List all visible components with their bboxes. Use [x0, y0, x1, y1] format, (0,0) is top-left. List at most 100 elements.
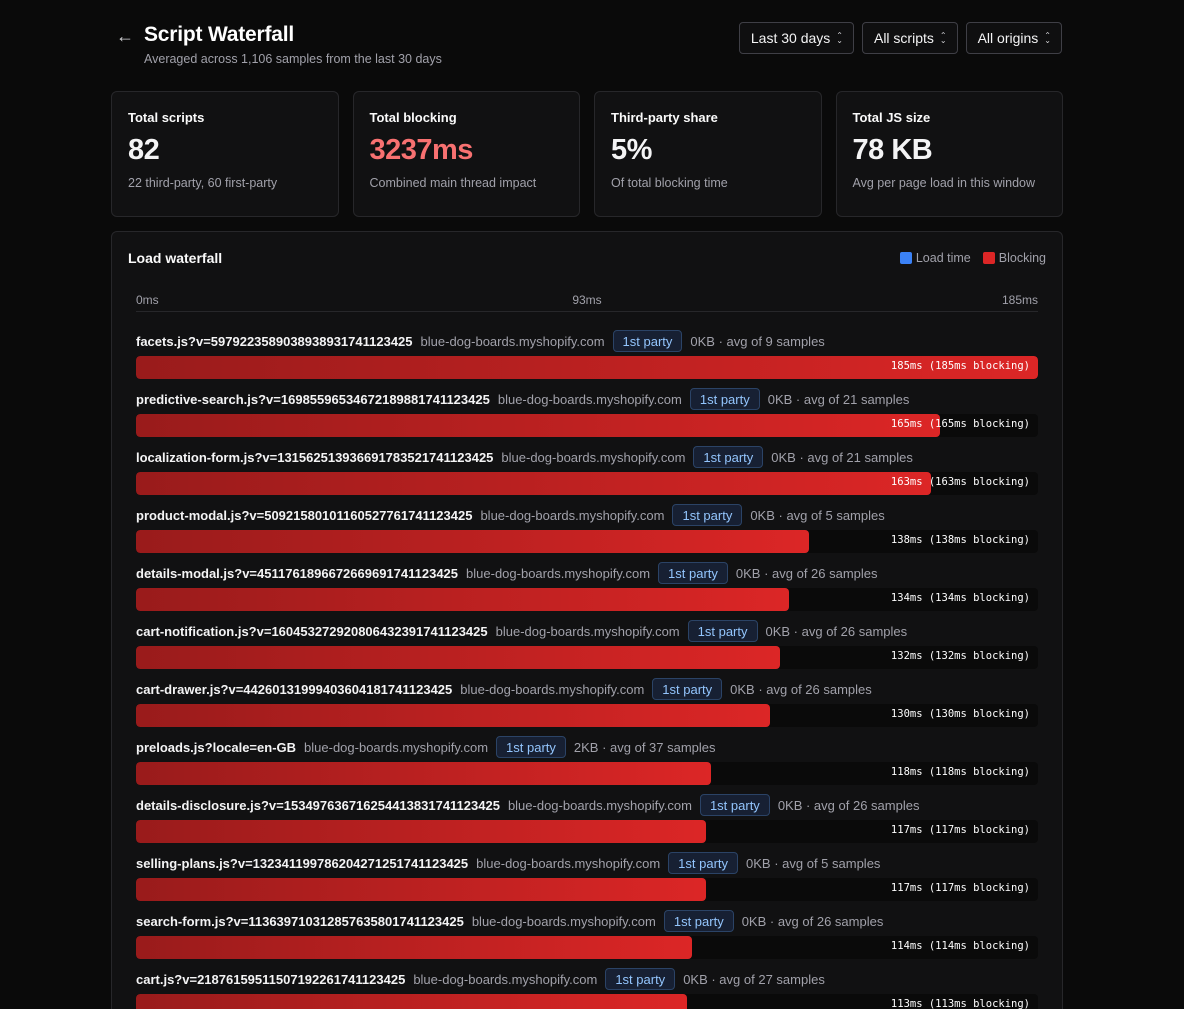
script-name: details-disclosure.js?v=1534976367162544…: [136, 797, 500, 813]
script-origin: blue-dog-boards.myshopify.com: [497, 391, 682, 407]
bar-track: 163ms (163ms blocking): [136, 472, 1038, 495]
panel-title: Load waterfall: [128, 250, 223, 266]
stat-value: 82: [128, 134, 160, 166]
stat-value: 78 KB: [852, 134, 933, 166]
time-axis: 0ms 93ms 185ms: [136, 292, 1038, 312]
row-meta: cart-notification.js?v=16045327292080643…: [136, 620, 1038, 642]
script-size-samples: 0KB · avg of 26 samples: [730, 681, 872, 697]
script-size-samples: 0KB · avg of 26 samples: [777, 797, 920, 813]
script-name: predictive-search.js?v=16985596534672189…: [136, 391, 490, 407]
waterfall-row[interactable]: preloads.js?locale=en-GB blue-dog-boards…: [136, 736, 1038, 795]
stat-sub: Avg per page load in this window: [852, 176, 1036, 190]
script-name: search-form.js?v=11363971031285763580174…: [136, 913, 464, 929]
bar-track: 114ms (114ms blocking): [136, 936, 1038, 959]
origins-filter-select[interactable]: All origins ⌃ ⌄: [965, 22, 1062, 54]
bar-duration-label: 130ms (130ms blocking): [890, 708, 1030, 720]
stat-value: 5%: [611, 134, 652, 166]
scripts-filter-select[interactable]: All scripts ⌃ ⌄: [861, 22, 958, 54]
stat-label: Third-party share: [611, 110, 718, 125]
waterfall-row[interactable]: cart-drawer.js?v=44260131999403604181741…: [136, 678, 1038, 737]
page-title: Script Waterfall: [144, 23, 295, 46]
date-range-select[interactable]: Last 30 days ⌃ ⌄: [738, 22, 854, 54]
blocking-bar: [136, 878, 707, 901]
party-badge: 1st party: [663, 910, 734, 932]
legend-swatch-red: [982, 252, 995, 264]
bar-track: 117ms (117ms blocking): [136, 878, 1038, 901]
script-name: cart.js?v=21876159511507192261741123425: [136, 971, 406, 987]
script-origin: blue-dog-boards.myshopify.com: [304, 739, 489, 755]
row-meta: cart.js?v=21876159511507192261741123425 …: [136, 968, 1038, 990]
party-badge: 1st party: [687, 620, 758, 642]
blocking-bar: [136, 530, 809, 553]
script-size-samples: 0KB · avg of 26 samples: [741, 913, 884, 929]
stat-value: 3237ms: [369, 134, 474, 166]
bar-duration-label: 138ms (138ms blocking): [890, 534, 1030, 546]
bar-track: 132ms (132ms blocking): [136, 646, 1038, 669]
script-origin: blue-dog-boards.myshopify.com: [501, 449, 686, 465]
stat-card-total-scripts: Total scripts 82 22 third-party, 60 firs…: [111, 91, 339, 217]
bar-duration-label: 117ms (117ms blocking): [890, 882, 1030, 894]
filter-bar: Last 30 days ⌃ ⌄ All scripts ⌃ ⌄ All origi…: [738, 22, 1062, 54]
waterfall-row[interactable]: predictive-search.js?v=16985596534672189…: [136, 388, 1038, 447]
script-origin: blue-dog-boards.myshopify.com: [507, 797, 692, 813]
waterfall-row[interactable]: facets.js?v=5979223589038938931741123425…: [136, 330, 1038, 389]
chevron-up-down-icon: ⌃ ⌄: [836, 31, 843, 45]
waterfall-row[interactable]: selling-plans.js?v=132341199786204271251…: [136, 852, 1038, 911]
waterfall-row[interactable]: search-form.js?v=11363971031285763580174…: [136, 910, 1038, 969]
script-name: details-modal.js?v=451176189667266969174…: [136, 565, 459, 581]
script-origin: blue-dog-boards.myshopify.com: [413, 971, 598, 987]
script-name: cart-drawer.js?v=44260131999403604181741…: [136, 681, 453, 697]
waterfall-row[interactable]: cart-notification.js?v=16045327292080643…: [136, 620, 1038, 679]
row-meta: product-modal.js?v=509215801011605277617…: [136, 504, 1038, 526]
bar-track: 185ms (185ms blocking): [136, 356, 1038, 379]
stat-label: Total scripts: [128, 110, 205, 125]
script-origin: blue-dog-boards.myshopify.com: [460, 681, 645, 697]
bar-track: 134ms (134ms blocking): [136, 588, 1038, 611]
party-badge: 1st party: [652, 678, 723, 700]
blocking-bar: [136, 762, 712, 785]
legend: Load time Blocking: [899, 251, 1046, 265]
blocking-bar: [136, 820, 707, 843]
party-badge: 1st party: [689, 388, 760, 410]
script-size-samples: 0KB · avg of 26 samples: [735, 565, 878, 581]
script-size-samples: 0KB · avg of 26 samples: [765, 623, 908, 639]
bar-duration-label: 185ms (185ms blocking): [890, 360, 1030, 372]
party-badge: 1st party: [699, 794, 770, 816]
scripts-filter-value: All scripts: [873, 30, 934, 46]
script-name: selling-plans.js?v=132341199786204271251…: [136, 855, 469, 871]
bar-duration-label: 113ms (113ms blocking): [890, 998, 1030, 1009]
waterfall-row[interactable]: product-modal.js?v=509215801011605277617…: [136, 504, 1038, 563]
bar-track: 113ms (113ms blocking): [136, 994, 1038, 1009]
chevron-up-down-icon: ⌃ ⌄: [1044, 31, 1051, 45]
load-waterfall-panel: Load waterfall Load time Blocking 0ms 93…: [111, 231, 1063, 1009]
waterfall-row[interactable]: cart.js?v=21876159511507192261741123425 …: [136, 968, 1038, 1009]
legend-item-blocking: Blocking: [982, 251, 1046, 265]
waterfall-row[interactable]: details-modal.js?v=451176189667266969174…: [136, 562, 1038, 621]
blocking-bar: [136, 936, 692, 959]
axis-tick-mid: 93ms: [572, 293, 602, 307]
bar-duration-label: 163ms (163ms blocking): [890, 476, 1030, 488]
back-arrow-icon[interactable]: ←: [116, 26, 134, 46]
legend-swatch-blue: [899, 252, 912, 264]
blocking-bar: [136, 588, 790, 611]
script-size-samples: 0KB · avg of 5 samples: [746, 855, 881, 871]
bar-track: 117ms (117ms blocking): [136, 820, 1038, 843]
row-meta: search-form.js?v=11363971031285763580174…: [136, 910, 1038, 932]
blocking-bar: [136, 646, 780, 669]
stat-sub: Of total blocking time: [611, 176, 728, 190]
waterfall-row[interactable]: localization-form.js?v=13156251393669178…: [136, 446, 1038, 505]
party-badge: 1st party: [612, 330, 683, 352]
party-badge: 1st party: [496, 736, 566, 758]
stat-sub: 22 third-party, 60 first-party: [128, 176, 278, 190]
stat-label: Total JS size: [852, 110, 931, 125]
script-name: product-modal.js?v=509215801011605277617…: [136, 507, 473, 523]
chevron-up-down-icon: ⌃ ⌄: [939, 31, 947, 45]
waterfall-row[interactable]: details-disclosure.js?v=1534976367162544…: [136, 794, 1038, 853]
stat-card-total-js-size: Total JS size 78 KB Avg per page load in…: [835, 91, 1063, 217]
row-meta: localization-form.js?v=13156251393669178…: [136, 446, 1038, 468]
row-meta: predictive-search.js?v=16985596534672189…: [136, 388, 1038, 410]
script-origin: blue-dog-boards.myshopify.com: [495, 623, 680, 639]
script-name: preloads.js?locale=en-GB: [136, 739, 297, 755]
party-badge: 1st party: [672, 504, 743, 526]
bar-duration-label: 117ms (117ms blocking): [890, 824, 1030, 836]
